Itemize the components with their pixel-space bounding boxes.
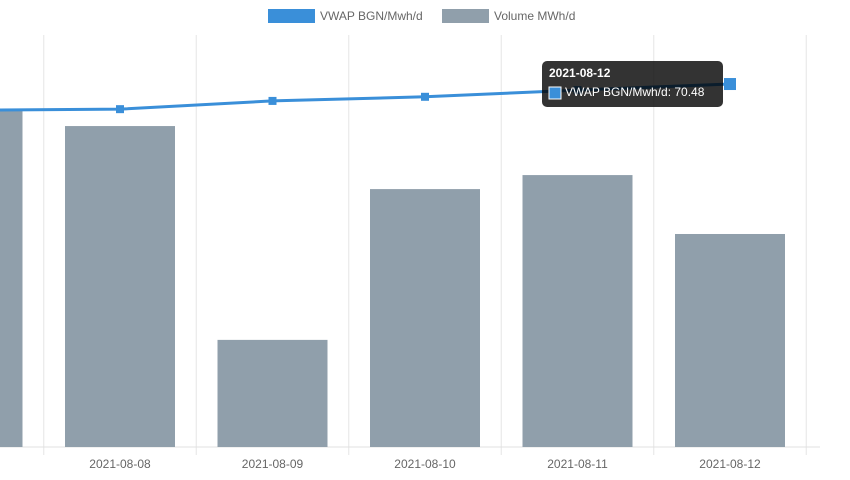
tooltip-box: [542, 61, 723, 107]
tooltip-swatch: [548, 86, 562, 100]
tooltip-label: VWAP BGN/Mwh/d: 70.48: [565, 85, 705, 99]
legend-label: Volume MWh/d: [494, 9, 575, 23]
legend-label: VWAP BGN/Mwh/d: [320, 9, 423, 23]
tooltip-title: 2021-08-12: [549, 66, 611, 80]
point: [724, 78, 736, 91]
point: [116, 105, 124, 114]
x-tick-label: 2021-08-11: [547, 457, 608, 471]
grid: 2021-08-08 2021-08-09 2021-08-10 2021-08-11…: [0, 35, 820, 471]
point: [268, 96, 277, 105]
bar: [522, 175, 633, 447]
x-tick-label: 2021-08-09: [242, 457, 304, 471]
bar: [675, 233, 785, 447]
legend-swatch: [442, 9, 489, 23]
legend-swatch: [268, 9, 315, 23]
legend: VWAP BGN/Mwh/d Volume MWh/d: [268, 9, 575, 23]
x-tick-label: 2021-08-12: [699, 457, 761, 471]
bar: [370, 189, 480, 447]
bar: [217, 339, 328, 447]
x-tick-label: 2021-08-10: [394, 457, 456, 471]
x-tick-label: 2021-08-08: [89, 457, 151, 471]
bars: [0, 109, 785, 447]
tooltip: 2021-08-12 VWAP BGN/Mwh/d: 70.48: [542, 61, 723, 107]
bar: [65, 126, 175, 447]
point: [421, 92, 429, 101]
bar: [0, 109, 23, 447]
